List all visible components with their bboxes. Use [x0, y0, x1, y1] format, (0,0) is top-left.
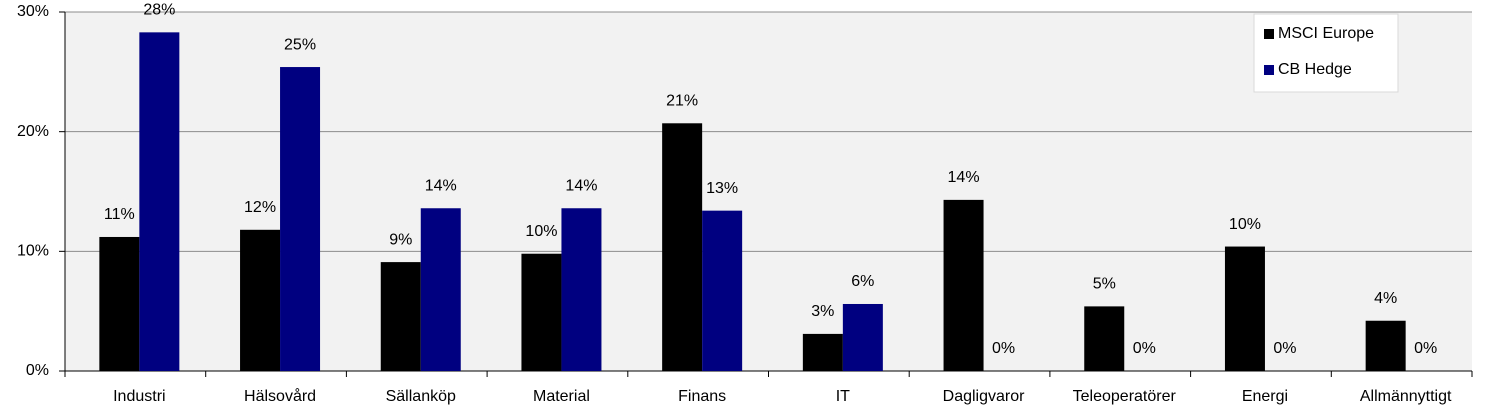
value-label: 28% — [143, 2, 175, 19]
value-label: 14% — [565, 177, 597, 194]
value-label: 9% — [389, 231, 412, 248]
value-label: 0% — [1414, 340, 1437, 357]
value-label: 25% — [284, 36, 316, 53]
x-tick-label: Finans — [678, 388, 726, 405]
bar — [420, 208, 461, 371]
legend-box — [1253, 13, 1399, 93]
value-label: 14% — [425, 177, 457, 194]
value-label: 10% — [1229, 216, 1261, 233]
value-label: 0% — [1273, 340, 1296, 357]
bar — [521, 253, 562, 371]
x-tick-label: Industri — [113, 388, 165, 405]
bar — [702, 210, 743, 371]
x-tick-label: Allmännyttigt — [1360, 388, 1452, 405]
x-tick-label: Teleoperatörer — [1073, 388, 1177, 405]
bar — [240, 229, 281, 371]
legend-label: CB Hedge — [1278, 61, 1352, 78]
bar — [280, 67, 321, 372]
bar — [139, 32, 180, 372]
legend: MSCI Europe CB Hedge — [1253, 13, 1399, 93]
value-label: 0% — [1133, 340, 1156, 357]
value-label: 12% — [244, 199, 276, 216]
bar — [842, 303, 883, 371]
bar — [1365, 320, 1406, 371]
value-label: 6% — [851, 273, 874, 290]
value-label: 10% — [525, 223, 557, 240]
x-tick-label: Material — [533, 388, 590, 405]
x-tick-label: Sällanköp — [386, 388, 456, 405]
x-tick-label: IT — [836, 388, 850, 405]
y-tick-label: 30% — [17, 3, 49, 20]
bar — [1224, 246, 1265, 371]
bar — [99, 236, 140, 371]
value-label: 4% — [1374, 290, 1397, 307]
y-tick-label: 0% — [26, 362, 49, 379]
value-label: 14% — [948, 169, 980, 186]
bar — [1084, 306, 1125, 371]
x-tick-label: Dagligvaror — [943, 388, 1025, 405]
legend-swatch — [1264, 65, 1274, 75]
y-tick-label: 10% — [17, 243, 49, 260]
bar — [662, 123, 703, 371]
y-tick-label: 20% — [17, 123, 49, 140]
bar — [802, 333, 843, 371]
x-tick-label: Energi — [1242, 388, 1288, 405]
bar — [943, 199, 984, 371]
bar — [561, 208, 602, 371]
value-label: 5% — [1093, 276, 1116, 293]
bar — [380, 262, 421, 371]
value-label: 13% — [706, 180, 738, 197]
value-label: 21% — [666, 93, 698, 110]
value-label: 3% — [811, 303, 834, 320]
value-label: 0% — [992, 340, 1015, 357]
legend-swatch — [1264, 29, 1274, 39]
x-tick-label: Hälsovård — [244, 387, 316, 405]
legend-label: MSCI Europe — [1278, 25, 1374, 42]
value-label: 11% — [104, 206, 135, 223]
